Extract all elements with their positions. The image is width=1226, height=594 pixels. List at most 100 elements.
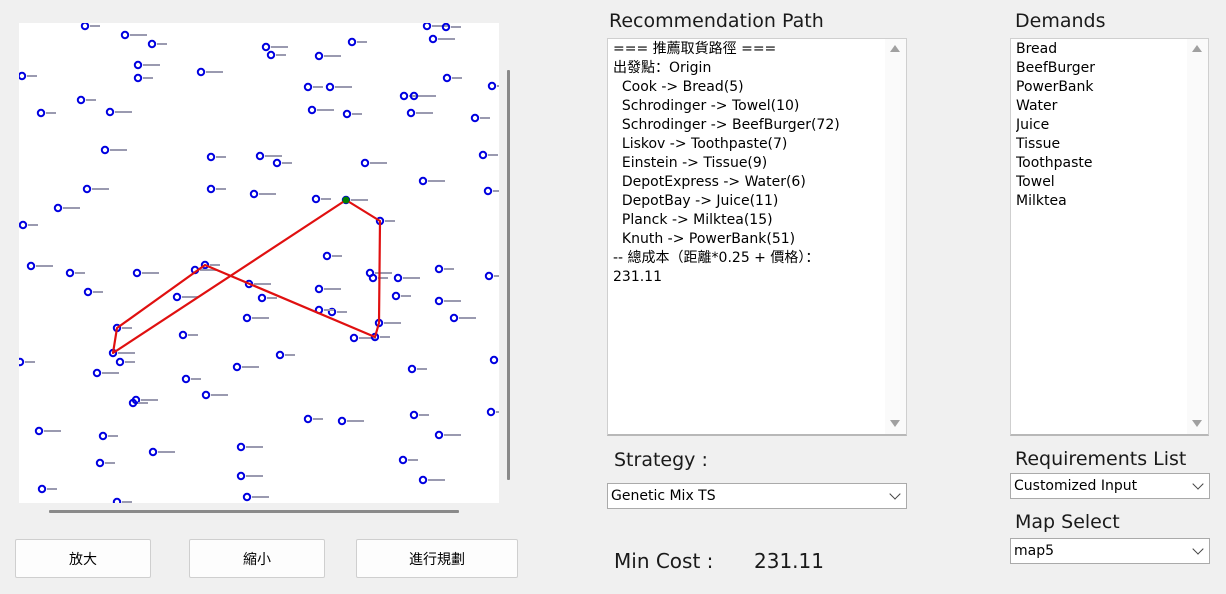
map-canvas[interactable]	[19, 23, 499, 503]
requirements-select[interactable]: Customized Input	[1010, 473, 1210, 499]
store-node	[181, 374, 191, 384]
store-node	[434, 264, 444, 274]
store-node-label	[105, 462, 115, 464]
demands-title: Demands	[1015, 10, 1106, 32]
scroll-down-icon[interactable]	[890, 420, 900, 427]
store-node	[311, 194, 321, 204]
store-node	[255, 151, 265, 161]
scroll-down-icon[interactable]	[1192, 420, 1202, 427]
store-node	[484, 271, 494, 281]
demand-item[interactable]: Milktea	[1016, 193, 1067, 209]
recommendation-line: Cook -> Bread(5)	[613, 79, 744, 95]
store-node-label	[313, 418, 323, 420]
store-node-label	[254, 283, 271, 285]
store-node-label	[347, 420, 364, 422]
demand-item[interactable]: Toothpaste	[1016, 155, 1093, 171]
store-node	[148, 447, 158, 457]
store-node	[409, 410, 419, 420]
store-node	[19, 220, 28, 230]
min-cost-value: 231.11	[754, 549, 824, 573]
plan-route-button[interactable]: 進行規劃	[356, 539, 518, 578]
scroll-up-icon[interactable]	[890, 45, 900, 52]
store-node-label	[118, 352, 135, 354]
store-node-label	[335, 86, 352, 88]
store-node-label	[384, 322, 401, 324]
store-node-label	[143, 77, 153, 79]
store-node-label	[497, 85, 499, 87]
store-node-label	[428, 180, 445, 182]
demands-list[interactable]: Bread BeefBurger PowerBank Water Juice Tissue…	[1010, 38, 1209, 436]
demand-item[interactable]: BeefBurger	[1016, 60, 1096, 76]
store-node-label	[141, 399, 158, 401]
demand-item[interactable]: PowerBank	[1016, 79, 1094, 95]
store-node-label	[142, 272, 159, 274]
store-node-label	[86, 99, 96, 101]
recommendation-scrollbar[interactable]	[885, 39, 906, 434]
store-node-label	[276, 54, 286, 56]
store-node-label	[357, 41, 367, 43]
store-node-label	[90, 25, 100, 27]
store-node	[83, 287, 93, 297]
store-node-label	[216, 156, 226, 158]
store-node	[206, 184, 216, 194]
store-node-label	[102, 372, 119, 374]
store-node-label	[438, 38, 455, 40]
store-node	[360, 158, 370, 168]
min-cost-label: Min Cost :	[614, 549, 714, 573]
store-node	[37, 484, 47, 494]
map-vertical-scrollbar[interactable]	[507, 70, 510, 480]
store-node-label	[380, 336, 390, 338]
store-node	[95, 458, 105, 468]
store-node-label	[352, 113, 362, 115]
store-node-label	[324, 55, 341, 57]
map-horizontal-scrollbar[interactable]	[49, 510, 459, 513]
strategy-selected-value: Genetic Mix TS	[611, 488, 716, 504]
store-node	[441, 23, 451, 32]
store-node-label	[47, 488, 57, 490]
store-node-label	[419, 414, 429, 416]
scroll-up-icon[interactable]	[1192, 45, 1202, 52]
store-node	[236, 442, 246, 452]
demand-item[interactable]: Towel	[1016, 174, 1055, 190]
recommendation-textbox[interactable]: === 推薦取貨路徑 === 出發點：Origin Cook -> Bread(5…	[607, 38, 907, 436]
store-node-label	[317, 109, 334, 111]
store-node	[82, 184, 92, 194]
demand-item[interactable]: Tissue	[1016, 136, 1061, 152]
store-node	[147, 39, 157, 49]
store-node	[489, 355, 499, 365]
store-node-label	[216, 188, 226, 190]
strategy-label: Strategy :	[614, 449, 708, 471]
recommendation-title: Recommendation Path	[609, 10, 824, 32]
store-node	[393, 273, 403, 283]
map-select[interactable]: map5	[1010, 538, 1210, 564]
store-node-label	[265, 155, 282, 157]
recommendation-line: DepotExpress -> Water(6)	[613, 174, 806, 190]
zoom-out-button[interactable]: 縮小	[189, 539, 325, 578]
store-node-label	[25, 361, 35, 363]
store-node-label	[191, 378, 201, 380]
store-node	[201, 390, 211, 400]
store-node-label	[259, 193, 276, 195]
store-node	[105, 107, 115, 117]
store-node	[19, 71, 27, 81]
demand-item[interactable]: Bread	[1016, 41, 1058, 57]
store-node-label	[408, 459, 418, 461]
demands-scrollbar[interactable]	[1187, 39, 1208, 434]
demand-item[interactable]: Juice	[1016, 117, 1050, 133]
store-node-label	[432, 25, 449, 27]
chevron-down-icon	[1192, 478, 1204, 490]
store-node	[314, 284, 324, 294]
recommendation-line: 231.11	[613, 269, 662, 285]
store-node-label	[206, 71, 223, 73]
store-node-label	[267, 297, 277, 299]
store-node-label	[122, 501, 132, 503]
store-node-label	[444, 434, 461, 436]
strategy-select[interactable]: Genetic Mix TS	[607, 483, 907, 509]
map-drawing	[19, 23, 499, 503]
store-node-label	[375, 272, 392, 274]
demand-item[interactable]: Water	[1016, 98, 1058, 114]
zoom-in-button[interactable]: 放大	[15, 539, 151, 578]
store-node-label	[409, 95, 419, 97]
store-node-label	[28, 224, 38, 226]
store-node	[428, 34, 438, 44]
